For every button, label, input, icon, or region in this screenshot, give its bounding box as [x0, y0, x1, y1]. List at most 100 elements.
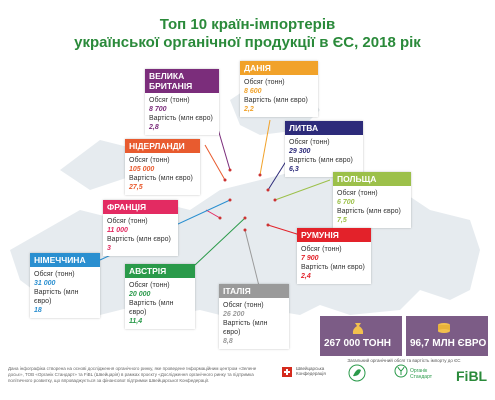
value-value: 2,2: [244, 106, 254, 113]
card-header: НІДЕРЛАНДИ: [125, 139, 200, 153]
card-france: ФРАНЦІЯ Обсяг (тонн) 11 000 Вартість (мл…: [103, 200, 178, 256]
volume-label: Обсяг (тонн): [244, 79, 285, 86]
swiss-logo: [282, 364, 292, 382]
card-denmark: ДАНІЯ Обсяг (тонн) 8 600 Вартість (млн є…: [240, 61, 318, 117]
coins-icon: [438, 323, 450, 333]
card-italy: ІТАЛІЯ Обсяг (тонн) 26 200 Вартість (млн…: [219, 284, 289, 349]
card-body: Обсяг (тонн) 31 000 Вартість (млн євро) …: [30, 267, 100, 318]
card-header: ФРАНЦІЯ: [103, 200, 178, 214]
card-body: Обсяг (тонн) 29 300 Вартість (млн євро) …: [285, 135, 363, 177]
card-romania: РУМУНІЯ Обсяг (тонн) 7 900 Вартість (млн…: [297, 228, 371, 284]
country-name: ЛИТВА: [289, 123, 319, 133]
country-name: ВЕЛИКА: [149, 71, 185, 81]
footer-text: Дана інфографіка створена на основі досл…: [8, 366, 257, 383]
sprout-icon: [394, 364, 408, 378]
swiss-logo-text: Швейцарська Конфедерація: [296, 366, 326, 376]
card-body: Обсяг (тонн) 11 000 Вартість (млн євро) …: [103, 214, 178, 256]
value-label: Вартість (млн євро): [129, 300, 174, 316]
volume-label: Обсяг (тонн): [107, 218, 148, 225]
card-poland: ПОЛЬЩА Обсяг (тонн) 6 700 Вартість (млн …: [333, 172, 411, 228]
value-value: 6,3: [289, 166, 299, 173]
organic-standard-logo: [394, 364, 408, 383]
totals-panel: 267 000 ТОНН 96,7 МЛН ЄВРО: [320, 316, 488, 356]
card-header: ЛИТВА: [285, 121, 363, 135]
volume-value: 26 200: [223, 311, 245, 318]
value-value: 11,4: [129, 318, 143, 325]
card-header: ДАНІЯ: [240, 61, 318, 75]
value-label: Вартість (млн євро): [223, 320, 268, 336]
volume-value: 6 700: [337, 199, 355, 206]
total-value-box: 96,7 МЛН ЄВРО: [406, 316, 488, 356]
organic-standard-label: Органік Стандарт: [410, 368, 433, 380]
volume-label: Обсяг (тонн): [129, 282, 170, 289]
volume-value: 31 000: [34, 280, 56, 287]
volume-label: Обсяг (тонн): [337, 190, 378, 197]
card-body: Обсяг (тонн) 8 700 Вартість (млн євро) 2…: [145, 93, 219, 135]
country-name-line2: БРИТАНІЯ: [149, 81, 193, 91]
country-name: РУМУНІЯ: [301, 230, 339, 240]
green-dossier-logo: [348, 364, 366, 387]
value-value: 2,4: [301, 273, 311, 280]
card-lithuania: ЛИТВА Обсяг (тонн) 29 300 Вартість (млн …: [285, 121, 363, 177]
volume-value: 105 000: [129, 166, 155, 173]
volume-label: Обсяг (тонн): [301, 246, 342, 253]
volume-value: 29 300: [289, 148, 311, 155]
value-label: Вартість (млн євро): [289, 157, 353, 164]
card-body: Обсяг (тонн) 105 000 Вартість (млн євро)…: [125, 153, 200, 195]
title-line-2: української органічної продукції в ЄС, 2…: [74, 34, 421, 51]
country-name: ПОЛЬЩА: [337, 174, 377, 184]
card-body: Обсяг (тонн) 20 000 Вартість (млн євро) …: [125, 278, 195, 329]
country-name: ФРАНЦІЯ: [107, 202, 147, 212]
card-header: ПОЛЬЩА: [333, 172, 411, 186]
volume-value: 11 000: [107, 227, 128, 234]
swiss-flag-icon: [282, 367, 292, 377]
value-value: 7,5: [337, 217, 347, 224]
card-netherlands: НІДЕРЛАНДИ Обсяг (тонн) 105 000 Вартість…: [125, 139, 200, 195]
title-line-1: Топ 10 країн-імпортерів: [159, 16, 336, 33]
card-header: ВЕЛИКА БРИТАНІЯ: [145, 69, 219, 93]
total-volume-box: 267 000 ТОНН: [320, 316, 402, 356]
card-great-britain: ВЕЛИКА БРИТАНІЯ Обсяг (тонн) 8 700 Варті…: [145, 69, 219, 135]
value-value: 2,8: [149, 124, 159, 131]
value-label: Вартість (млн євро): [301, 264, 365, 271]
volume-value: 8 700: [149, 106, 167, 113]
value-label: Вартість (млн євро): [244, 97, 308, 104]
value-label: Вартість (млн євро): [129, 175, 193, 182]
card-header: АВСТРІЯ: [125, 264, 195, 278]
volume-value: 20 000: [129, 291, 151, 298]
value-value: 3: [107, 245, 111, 252]
volume-value: 7 900: [301, 255, 319, 262]
card-austria: АВСТРІЯ Обсяг (тонн) 20 000 Вартість (мл…: [125, 264, 195, 329]
card-germany: НІМЕЧЧИНА Обсяг (тонн) 31 000 Вартість (…: [30, 253, 100, 318]
card-body: Обсяг (тонн) 26 200 Вартість (млн євро) …: [219, 298, 289, 349]
country-name: ДАНІЯ: [244, 63, 271, 73]
volume-label: Обсяг (тонн): [223, 302, 264, 309]
country-name: АВСТРІЯ: [129, 266, 167, 276]
card-body: Обсяг (тонн) 8 600 Вартість (млн євро) 2…: [240, 75, 318, 117]
card-header: РУМУНІЯ: [297, 228, 371, 242]
volume-label: Обсяг (тонн): [129, 157, 170, 164]
value-label: Вартість (млн євро): [34, 289, 79, 305]
money-bag-icon: [352, 323, 364, 334]
value-label: Вартість (млн євро): [337, 208, 401, 215]
card-header: НІМЕЧЧИНА: [30, 253, 100, 267]
volume-label: Обсяг (тонн): [289, 139, 330, 146]
fibl-logo: FiBL: [456, 368, 488, 384]
card-header: ІТАЛІЯ: [219, 284, 289, 298]
value-value: 27,5: [129, 184, 143, 191]
leaf-icon: [348, 364, 366, 382]
value-label: Вартість (млн євро): [149, 115, 213, 122]
volume-value: 8 600: [244, 88, 262, 95]
volume-label: Обсяг (тонн): [34, 271, 75, 278]
country-name: НІДЕРЛАНДИ: [129, 141, 185, 151]
value-label: Вартість (млн євро): [107, 236, 171, 243]
totals-note: Загальний органічний обсяг та вартість і…: [347, 358, 461, 363]
country-name: НІМЕЧЧИНА: [34, 255, 86, 265]
value-value: 18: [34, 307, 42, 314]
country-name: ІТАЛІЯ: [223, 286, 251, 296]
total-value: 96,7 МЛН ЄВРО: [410, 338, 487, 349]
card-body: Обсяг (тонн) 7 900 Вартість (млн євро) 2…: [297, 242, 371, 284]
total-volume: 267 000 ТОНН: [324, 338, 392, 349]
value-value: 8,8: [223, 338, 233, 345]
